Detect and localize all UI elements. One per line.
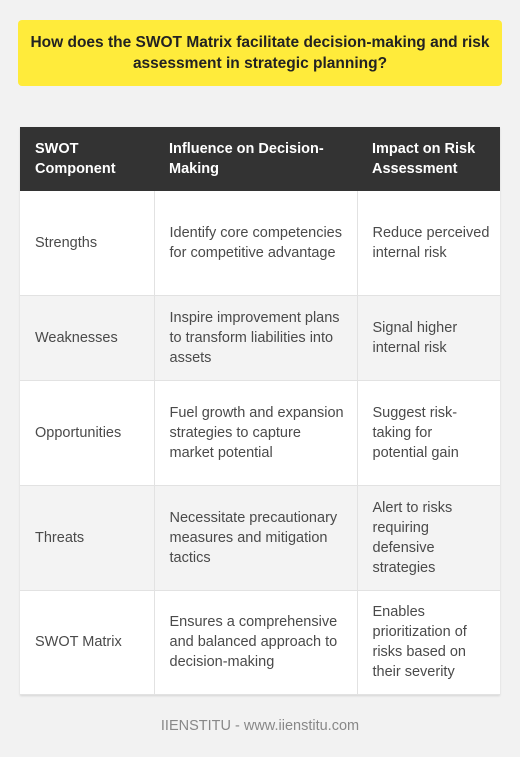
question-banner: How does the SWOT Matrix facilitate deci… [18, 20, 502, 86]
cell-component: Weaknesses [20, 295, 155, 381]
cell-risk-impact: Signal higher internal risk [357, 295, 500, 381]
table-row: SWOT Matrix Ensures a comprehensive and … [20, 590, 500, 695]
header-row: SWOT Component Influence on Decision-Mak… [20, 127, 500, 191]
swot-table: SWOT Component Influence on Decision-Mak… [20, 127, 500, 695]
footer-credit: IIENSTITU - www.iienstitu.com [160, 718, 360, 734]
table-row: Threats Necessitate precautionary measur… [20, 485, 500, 591]
header-swot-component: SWOT Component [35, 141, 116, 177]
question-title: How does the SWOT Matrix facilitate deci… [30, 34, 490, 72]
table-row: Weaknesses Inspire improvement plans to … [20, 295, 500, 381]
cell-influence: Fuel growth and expansion strategies to … [154, 380, 358, 486]
header-influence-on-decision-making: Influence on Decision-Making [169, 141, 324, 177]
swot-table-container: SWOT Component Influence on Decision-Mak… [20, 127, 500, 695]
cell-influence: Ensures a comprehensive and balanced app… [154, 590, 358, 695]
cell-influence: Necessitate precautionary measures and m… [154, 485, 358, 591]
cell-risk-impact: Suggest risk-taking for potential gain [357, 380, 500, 486]
header-impact-on-risk-assessment: Impact on Risk Assessment [372, 141, 476, 177]
cell-component: Strengths [20, 191, 155, 296]
cell-risk-impact: Enables prioritization of risks based on… [357, 590, 500, 695]
table-body: Strengths Identify core competencies for… [20, 191, 500, 695]
cell-influence: Inspire improvement plans to transform l… [154, 295, 358, 381]
cell-component: Opportunities [20, 380, 155, 486]
cell-component: SWOT Matrix [20, 590, 155, 695]
cell-influence: Identify core competencies for competiti… [154, 191, 358, 296]
cell-risk-impact: Alert to risks requiring defensive strat… [357, 485, 500, 591]
cell-component: Threats [20, 485, 155, 591]
table-row: Strengths Identify core competencies for… [20, 191, 500, 296]
table-header: SWOT Component Influence on Decision-Mak… [20, 127, 500, 191]
cell-risk-impact: Reduce perceived internal risk [357, 191, 500, 296]
table-row: Opportunities Fuel growth and expansion … [20, 380, 500, 486]
